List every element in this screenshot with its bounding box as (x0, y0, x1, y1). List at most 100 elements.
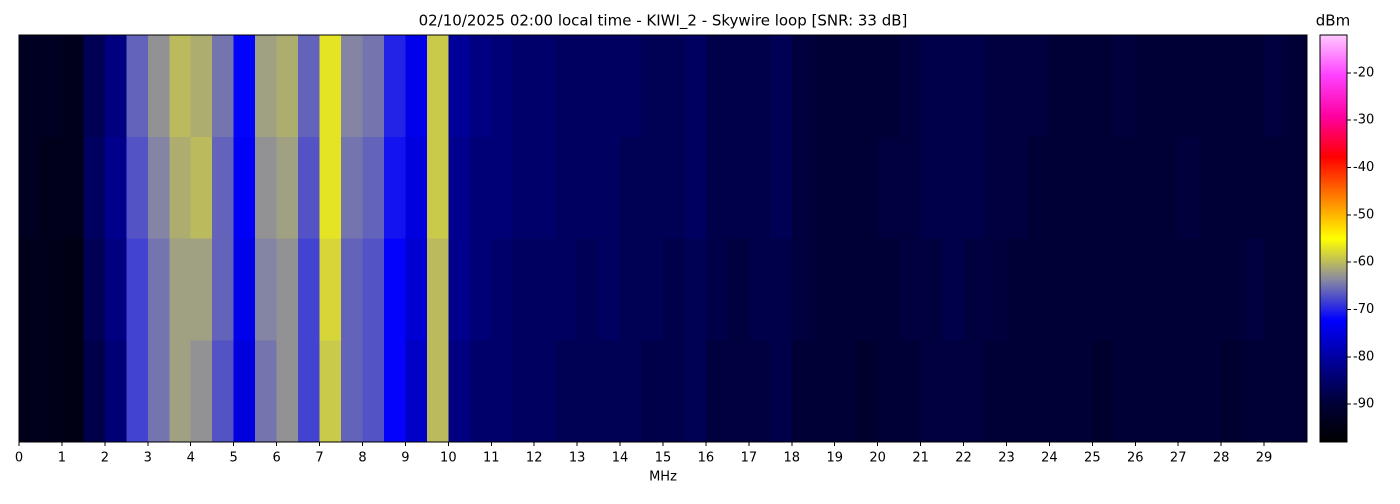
heatmap-cell (534, 35, 557, 138)
heatmap-cell (985, 238, 1007, 341)
heatmap-cell (491, 340, 514, 443)
heatmap-cell (1199, 136, 1222, 239)
heatmap-cell (963, 238, 986, 341)
colorbar-tick-label: -60 (1353, 255, 1374, 270)
heatmap-cell (1135, 340, 1158, 443)
chart-title: 02/10/2025 02:00 local time - KIWI_2 - S… (419, 12, 908, 31)
heatmap-cell (598, 340, 621, 443)
heatmap-cell (126, 136, 149, 239)
heatmap-cell (1285, 136, 1308, 239)
heatmap-cell (319, 238, 342, 341)
heatmap-cell (684, 340, 707, 443)
heatmap-cell (1156, 136, 1179, 239)
heatmap-cell (1178, 238, 1201, 341)
heatmap-cell (512, 238, 535, 341)
heatmap-cell (856, 238, 879, 341)
heatmap-cell (877, 35, 900, 138)
heatmap-cell (512, 35, 535, 138)
heatmap-cell (748, 238, 771, 341)
heatmap-cell (641, 340, 664, 443)
heatmap-cell (255, 136, 278, 239)
heatmap-cell (834, 35, 857, 138)
heatmap-cell (298, 136, 321, 239)
heatmap-cell (1049, 136, 1072, 239)
heatmap-cell (362, 238, 385, 341)
heatmap-cell (469, 35, 492, 138)
heatmap-cell (748, 136, 771, 239)
x-tick-label: 2 (101, 451, 109, 466)
heatmap-cell (1135, 238, 1158, 341)
heatmap-cell (770, 35, 793, 138)
heatmap-cell (942, 136, 965, 239)
x-tick-label: 21 (912, 451, 929, 466)
heatmap-cell (1264, 35, 1287, 138)
heatmap-cell (1221, 35, 1244, 138)
heatmap-cell (83, 35, 106, 138)
heatmap-cell (877, 340, 900, 443)
colorbar-tick-label: -40 (1353, 160, 1374, 175)
heatmap-cell (405, 340, 428, 443)
heatmap-cell (19, 238, 41, 341)
colorbar-label: dBm (1316, 12, 1350, 30)
heatmap-cell (126, 35, 149, 138)
heatmap-cell (834, 136, 857, 239)
heatmap-cell (684, 35, 707, 138)
heatmap-cell (985, 35, 1007, 138)
heatmap-cell (684, 238, 707, 341)
heatmap-cell (1049, 340, 1072, 443)
heatmap-cell (147, 136, 170, 239)
heatmap-cell (83, 238, 106, 341)
heatmap-cell (1285, 340, 1308, 443)
heatmap-cell (383, 340, 406, 443)
heatmap-cell (555, 340, 578, 443)
heatmap-cell (169, 238, 192, 341)
heatmap-cell (577, 238, 600, 341)
heatmap-cell (276, 238, 299, 341)
heatmap-cell (813, 35, 836, 138)
heatmap-cell (19, 136, 41, 239)
heatmap-cell (877, 238, 900, 341)
heatmap-cell (426, 238, 449, 341)
heatmap-cell (641, 238, 664, 341)
heatmap-cell (426, 136, 449, 239)
heatmap-cell (1113, 136, 1136, 239)
heatmap-cell (791, 136, 814, 239)
heatmap-cell (1070, 136, 1093, 239)
heatmap-cell (963, 136, 986, 239)
x-tick-label: 23 (998, 451, 1015, 466)
heatmap-cell (298, 35, 321, 138)
heatmap-cell (1221, 136, 1244, 239)
heatmap-cell (920, 238, 943, 341)
x-tick-label: 8 (358, 451, 366, 466)
heatmap-cell (1242, 238, 1265, 341)
x-tick-label: 3 (144, 451, 152, 466)
heatmap-cell (319, 340, 342, 443)
heatmap-cell (598, 35, 621, 138)
heatmap-cell (19, 35, 41, 138)
heatmap-cell (727, 35, 750, 138)
heatmap-cell (341, 35, 363, 138)
heatmap-cell (534, 136, 557, 239)
x-tick-label: 6 (272, 451, 280, 466)
heatmap-cell (190, 35, 213, 138)
x-tick-label: 10 (440, 451, 457, 466)
x-tick-label: 13 (569, 451, 586, 466)
x-tick-label: 26 (1127, 451, 1144, 466)
heatmap-cell (147, 35, 170, 138)
x-tick-label: 16 (698, 451, 715, 466)
heatmap-cell (233, 35, 256, 138)
colorbar-tick-label: -20 (1353, 65, 1374, 80)
x-tick-label: 4 (187, 451, 195, 466)
heatmap-cell (491, 136, 514, 239)
heatmap-cell (920, 340, 943, 443)
heatmap-cell (641, 35, 664, 138)
heatmap-cell (1092, 340, 1115, 443)
x-axis-label: MHz (649, 470, 677, 485)
heatmap-cell (169, 136, 192, 239)
heatmap-cell (469, 340, 492, 443)
heatmap-cell (1092, 136, 1115, 239)
heatmap-cell (555, 35, 578, 138)
heatmap-cell (255, 35, 278, 138)
heatmap-cell (169, 35, 192, 138)
